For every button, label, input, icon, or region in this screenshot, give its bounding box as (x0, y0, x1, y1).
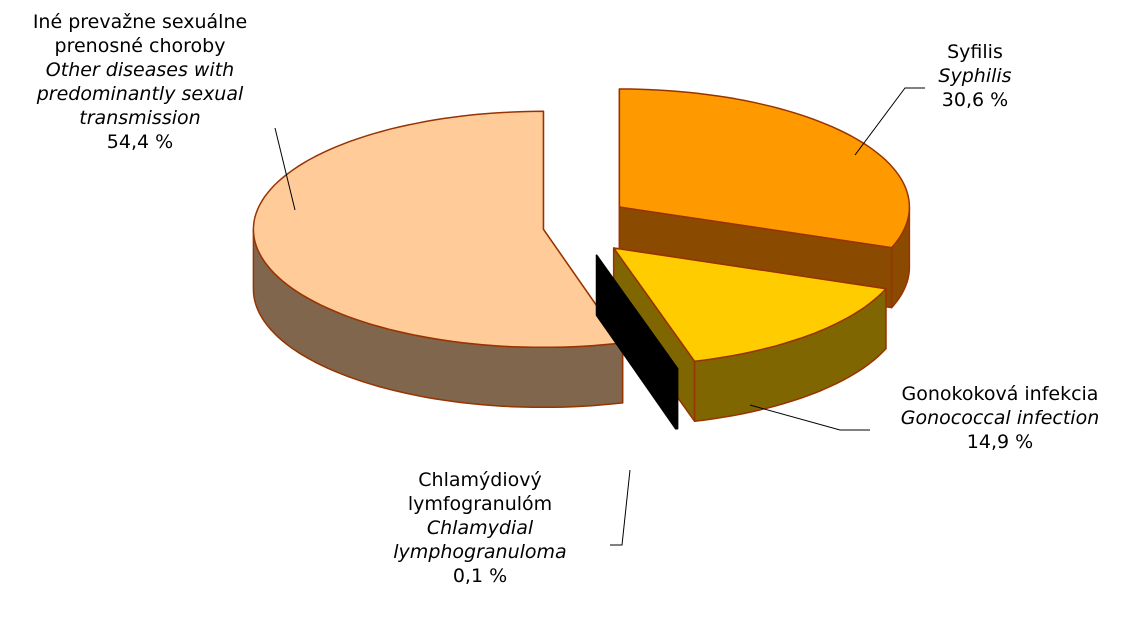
category-label: Other diseases with predominantly sexual… (36, 59, 244, 129)
data-label: 0,1 % (452, 565, 508, 587)
category-label: Gonokoková infekcia (901, 383, 1099, 405)
leader-line (854, 87, 925, 156)
category-label: Chlamydial lymphogranuloma (393, 517, 567, 563)
category-label: Iné prevažne sexuálne prenosné choroby (32, 11, 248, 57)
slice-label: Iné prevažne sexuálne prenosné choroby Ot… (0, 10, 280, 154)
leader-line (610, 469, 631, 546)
category-label: Syphilis (938, 65, 1012, 87)
leader-line (274, 127, 296, 211)
data-label: 54,4 % (106, 131, 174, 153)
slice (612, 247, 887, 363)
slice-label: Syfilis Syphilis 30,6 % (880, 40, 1070, 112)
slice (618, 88, 911, 249)
data-label: 30,6 % (941, 89, 1009, 111)
leader-line (749, 404, 870, 431)
slice-label: Chlamýdiový lymfogranulóm Chlamydial lymp… (370, 468, 590, 588)
category-label: Chlamýdiový lymfogranulóm (407, 469, 553, 515)
category-label: Gonococcal infection (900, 407, 1100, 429)
slice (252, 110, 624, 349)
category-label: Syfilis (947, 41, 1003, 63)
slice-label: Gonokoková infekcia Gonococcal infection 1… (860, 382, 1128, 454)
data-label: 14,9 % (966, 431, 1034, 453)
slice (595, 254, 679, 370)
slice-side (674, 367, 679, 430)
